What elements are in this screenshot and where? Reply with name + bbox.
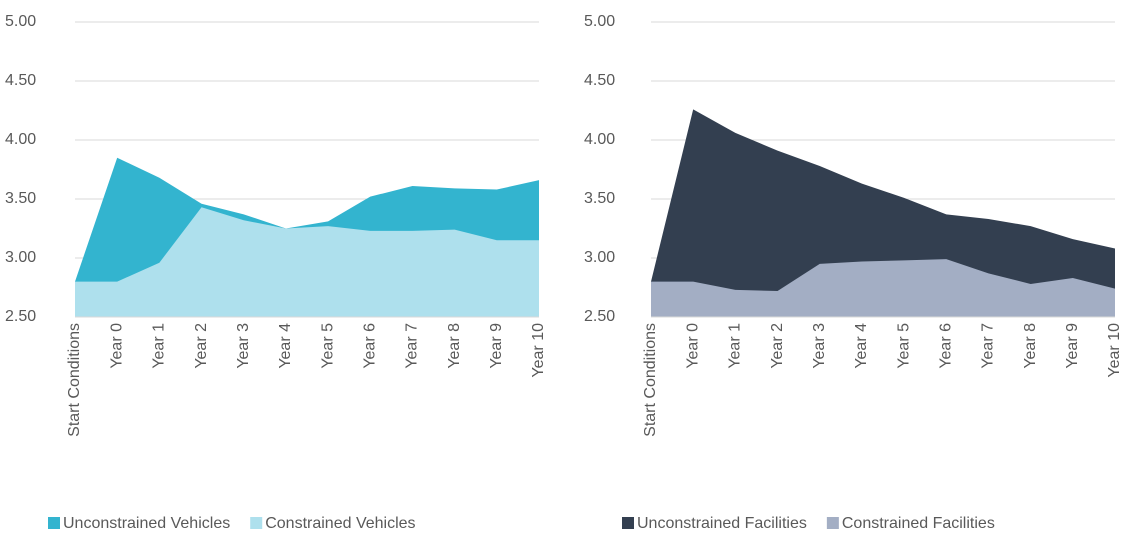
x-tick-label: Year 8: [1022, 323, 1039, 369]
x-tick-label: Year 7: [404, 323, 421, 369]
x-tick-label: Start Conditions: [642, 323, 659, 437]
x-tick-label: Year 0: [684, 323, 701, 369]
legend-label: Constrained Facilities: [842, 515, 995, 532]
legend-swatch: [250, 517, 263, 529]
x-tick-label: Year 4: [277, 323, 294, 369]
y-tick-label: 5.00: [584, 13, 615, 30]
y-tick-label: 3.00: [584, 249, 615, 266]
y-tick-label: 4.50: [584, 72, 615, 89]
y-tick-label: 4.50: [5, 72, 36, 89]
x-tick-label: Year 9: [488, 323, 505, 369]
legend-label: Unconstrained Facilities: [637, 515, 807, 532]
y-tick-label: 3.50: [584, 190, 615, 207]
chart: 2.50 3.00 3.50 4.00 4.50 5.00 Start Conditions…: [5, 13, 547, 532]
legend-swatch: [622, 517, 634, 529]
legend-label: Constrained Vehicles: [265, 515, 415, 532]
y-tick-label: 2.50: [5, 308, 36, 325]
x-tick-label: Year 10: [1106, 323, 1123, 378]
x-tick-label: Year 0: [108, 323, 125, 369]
x-tick-label: Year 9: [1064, 323, 1081, 369]
x-tick-label: Year 8: [446, 323, 463, 369]
x-tick-label: Year 1: [151, 323, 168, 369]
y-tick-label: 2.50: [584, 308, 615, 325]
area: [651, 109, 1115, 317]
x-tick-label: Year 5: [895, 323, 912, 369]
x-tick-label: Year 6: [937, 323, 954, 369]
x-tick-label: Year 7: [980, 323, 997, 369]
legend-swatch: [826, 517, 839, 529]
y-tick-label: 4.00: [584, 131, 615, 148]
x-tick-label: Year 6: [361, 323, 378, 369]
y-tick-label: 3.00: [5, 249, 36, 266]
x-tick-label: Start Conditions: [66, 323, 83, 437]
x-tick-label: Year 3: [235, 323, 252, 369]
y-tick-label: 3.50: [5, 190, 36, 207]
x-tick-label: Year 2: [769, 323, 786, 369]
y-tick-label: 5.00: [5, 13, 36, 30]
legend-label: Unconstrained Vehicles: [63, 515, 230, 532]
legend-swatch: [48, 517, 60, 529]
x-tick-label: Year 10: [530, 323, 547, 378]
x-tick-label: Year 4: [853, 323, 870, 369]
x-tick-label: Year 1: [727, 323, 744, 369]
chart: 2.50 3.00 3.50 4.00 4.50 5.00 Start Conditions…: [584, 13, 1123, 532]
x-tick-label: Year 2: [193, 323, 210, 369]
area: [651, 259, 1115, 317]
y-tick-label: 4.00: [5, 131, 36, 148]
x-tick-label: Year 3: [811, 323, 828, 369]
area: [75, 207, 539, 317]
x-tick-label: Year 5: [319, 323, 336, 369]
